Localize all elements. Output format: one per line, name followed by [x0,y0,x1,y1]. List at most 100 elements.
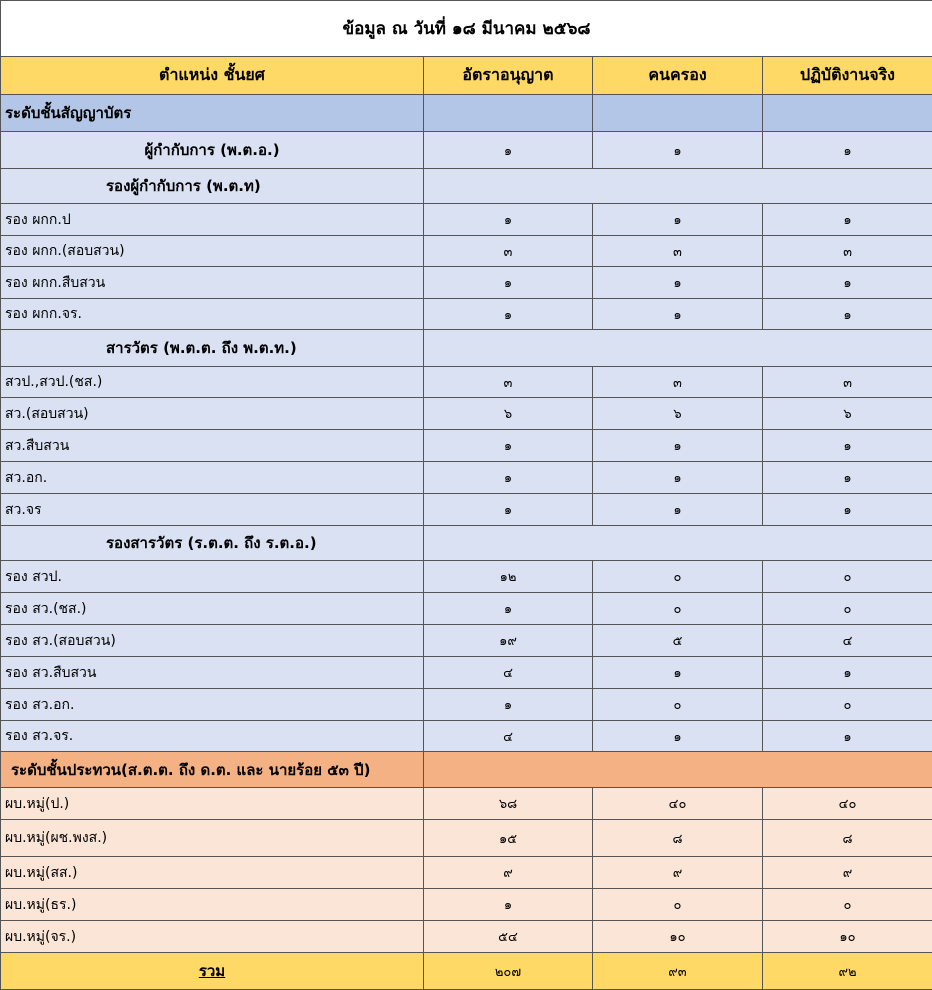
position: รอง สว.(สอบสวน) [1,625,424,657]
total-count: ๙๓ [593,953,763,990]
empty-cell [424,169,932,204]
count: ๐ [593,593,763,625]
table-row: รอง ผกก.(สอบสวน)๓๓๓ [1,236,932,267]
count: ๑ [763,657,932,689]
position: สว.สืบสวน [1,430,424,462]
table-row: รอง ผกก.จร.๑๑๑ [1,299,932,330]
position: รอง ผกก.จร. [1,299,424,330]
column-header: อัตราอนุญาต [424,57,593,95]
count: ๖ [424,398,593,430]
position: ผบ.หมู่(ผช.พงส.) [1,820,424,857]
count: ๙ [593,857,763,889]
position: รอง สว.สืบสวน [1,657,424,689]
section-heading: ระดับชั้นสัญญาบัตร [1,95,424,132]
table-row: ผบ.หมู่(ธร.)๑๐๐ [1,889,932,921]
count: ๔ [424,721,593,752]
table-row: รองผู้กำกับการ (พ.ต.ท) [1,169,932,204]
table-row: ผบ.หมู่(ผช.พงส.)๑๕๘๘ [1,820,932,857]
count: ๑ [424,462,593,494]
column-header: คนครอง [593,57,763,95]
count: ๐ [763,561,932,593]
empty-cell [424,330,932,367]
count: ๔๐ [593,788,763,820]
position: รอง สว.อก. [1,689,424,721]
empty-cell [424,95,593,132]
count: ๑ [424,593,593,625]
position: สว.(สอบสวน) [1,398,424,430]
count: ๑ [593,657,763,689]
count: ๓ [763,367,932,398]
count: ๑๐ [593,921,763,953]
total-count: ๙๒ [763,953,932,990]
table-row: ผบ.หมู่(จร.)๕๔๑๐๑๐ [1,921,932,953]
empty-cell [593,95,763,132]
table-row: สว.จร๑๑๑ [1,494,932,526]
table-row: ระดับชั้นสัญญาบัตร [1,95,932,132]
count: ๑ [424,430,593,462]
position: ผู้กำกับการ (พ.ต.อ.) [1,132,424,169]
position: รอง สวป. [1,561,424,593]
count: ๑ [593,430,763,462]
table-row: รอง สวป.๑๒๐๐ [1,561,932,593]
table-row: ผู้กำกับการ (พ.ต.อ.)๑๑๑ [1,132,932,169]
total-label: รวม [1,953,424,990]
header-row: ตำแหน่ง ชั้นยศอัตราอนุญาตคนครองปฏิบัติงา… [1,57,932,95]
count: ๐ [593,689,763,721]
count: ๑ [593,462,763,494]
count: ๐ [763,593,932,625]
count: ๔ [424,657,593,689]
count: ๑๕ [424,820,593,857]
total-row: รวม๒๐๗๙๓๙๒ [1,953,932,990]
count: ๑ [763,204,932,236]
count: ๑ [763,267,932,299]
count: ๐ [593,561,763,593]
count: ๕๔ [424,921,593,953]
position: ผบ.หมู่(ธร.) [1,889,424,921]
count: ๓ [424,236,593,267]
count: ๙ [424,857,593,889]
section-heading: ระดับชั้นประทวน(ส.ต.ต. ถึง ด.ต. และ นายร… [1,752,424,788]
count: ๖๘ [424,788,593,820]
position: รอง สว.(ชส.) [1,593,424,625]
count: ๓ [763,236,932,267]
table-row: ผบ.หมู่(ป.)๖๘๔๐๔๐ [1,788,932,820]
count: ๑ [763,430,932,462]
count: ๑ [593,299,763,330]
count: ๖ [763,398,932,430]
empty-cell [424,752,932,788]
count: ๑ [763,494,932,526]
table-row: สารวัตร (พ.ต.ต. ถึง พ.ต.ท.) [1,330,932,367]
count: ๑ [763,462,932,494]
table-row: รอง สว.อก.๑๐๐ [1,689,932,721]
count: ๘ [763,820,932,857]
count: ๑๙ [424,625,593,657]
position: สว.จร [1,494,424,526]
table-row: ผบ.หมู่(สส.)๙๙๙ [1,857,932,889]
table-row: รองสารวัตร (ร.ต.ต. ถึง ร.ต.อ.) [1,526,932,561]
table-row: รอง สว.จร.๔๑๑ [1,721,932,752]
title: ข้อมูล ณ วันที่ ๑๘ มีนาคม ๒๕๖๘ [1,1,932,57]
group-heading: รองสารวัตร (ร.ต.ต. ถึง ร.ต.อ.) [1,526,424,561]
table-row: สว.อก.๑๑๑ [1,462,932,494]
count: ๙ [763,857,932,889]
count: ๑ [593,132,763,169]
count: ๑ [424,494,593,526]
column-header: ตำแหน่ง ชั้นยศ [1,57,424,95]
count: ๑ [424,889,593,921]
count: ๑ [763,132,932,169]
count: ๐ [763,889,932,921]
total-count: ๒๐๗ [424,953,593,990]
count: ๑ [763,299,932,330]
column-header: ปฏิบัติงานจริง [763,57,932,95]
count: ๑ [424,132,593,169]
position: สว.อก. [1,462,424,494]
position: สวป.,สวป.(ชส.) [1,367,424,398]
count: ๑๒ [424,561,593,593]
count: ๑ [593,721,763,752]
position: ผบ.หมู่(ป.) [1,788,424,820]
table-row: รอง สว.สืบสวน๔๑๑ [1,657,932,689]
count: ๔๐ [763,788,932,820]
position: รอง ผกก.สืบสวน [1,267,424,299]
table-row: รอง สว.(ชส.)๑๐๐ [1,593,932,625]
